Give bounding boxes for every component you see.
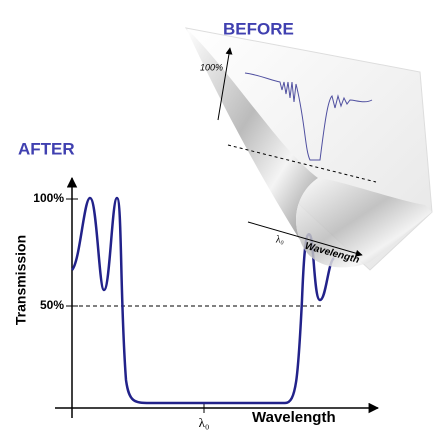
tick-label: 50%	[40, 298, 64, 312]
curl	[186, 28, 318, 240]
center-label: λ₀	[199, 415, 210, 430]
y-axis-label: Transmission	[13, 235, 29, 325]
before-tick: 100%	[200, 62, 223, 72]
x-axis-label: Wavelength	[252, 409, 336, 426]
curl-bottom	[296, 178, 432, 268]
before-title: BEFORE	[223, 19, 294, 38]
before-y-axis	[217, 47, 233, 121]
before-half-line	[227, 144, 377, 183]
before-curve	[244, 72, 373, 161]
before-center-label: λ₀	[275, 234, 284, 245]
after-title: AFTER	[18, 139, 75, 158]
before-x-axis	[247, 221, 363, 257]
tick-label: 100%	[33, 191, 64, 205]
